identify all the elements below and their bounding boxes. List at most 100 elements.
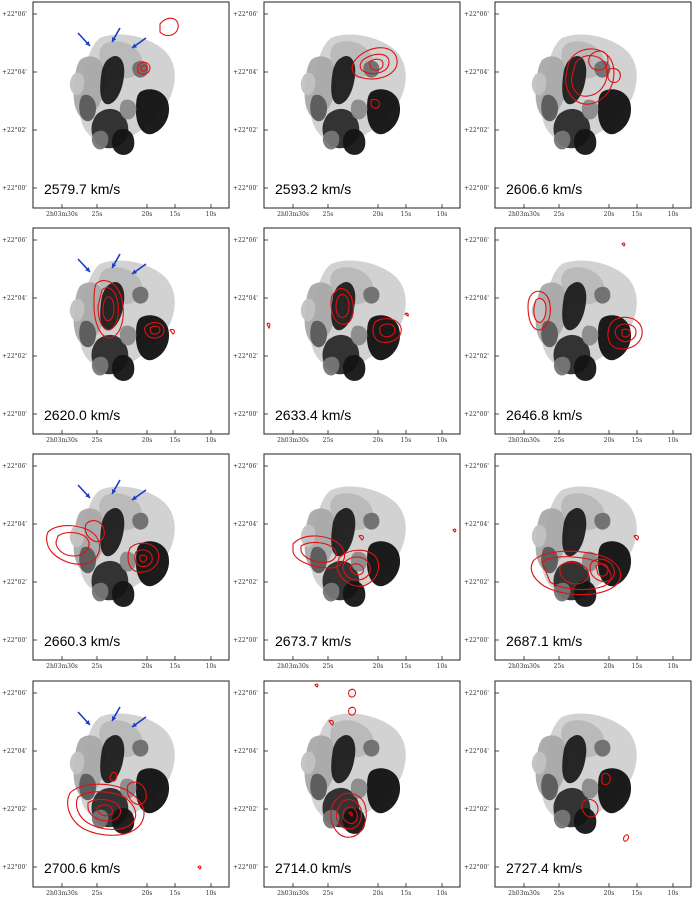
galaxy-region <box>573 128 597 155</box>
x-tick-label: 20s <box>373 437 384 444</box>
galaxy-region <box>69 72 85 96</box>
arrow-head <box>85 41 90 46</box>
galaxy-region <box>310 94 327 122</box>
y-tick-label: +22°02' <box>464 127 489 134</box>
channel-panel: +22°06' +22°04' +22°02' +22°00' 2h03m30s 25s 2… <box>462 452 693 678</box>
y-tick-label: +22°00' <box>233 637 258 644</box>
contour-line <box>96 804 113 817</box>
galaxy-region <box>91 582 109 602</box>
galaxy-region <box>322 130 340 150</box>
galaxy-region <box>581 325 599 346</box>
x-tick-label: 25s <box>554 437 565 444</box>
galaxy-region <box>100 508 125 557</box>
contour-line <box>330 287 354 325</box>
velocity-contours <box>351 47 398 109</box>
contour-line <box>589 558 615 583</box>
channel-panel: +22°06' +22°04' +22°02' +22°00' 2h03m30s 25s 2… <box>231 452 462 678</box>
galaxy-region <box>100 56 125 105</box>
contour-line <box>55 531 90 557</box>
y-tick-label: +22°06' <box>233 690 258 697</box>
channel-panel: +22°06' +22°04' +22°02' +22°00' 2h03m30s 25s 2… <box>462 226 693 452</box>
x-tick-label: 2h03m30s <box>277 437 309 444</box>
y-tick-label: +22°02' <box>464 353 489 360</box>
contour-line <box>541 556 612 591</box>
contour-line <box>348 688 357 698</box>
x-tick-label: 15s <box>401 211 412 218</box>
y-tick-label: +22°04' <box>464 748 489 755</box>
contour-line <box>102 296 115 322</box>
channel-map: +22°06' +22°04' +22°02' +22°00' 2h03m30s 25s 2… <box>233 1 461 218</box>
contour-line <box>349 563 364 576</box>
y-tick-label: +22°00' <box>2 411 27 418</box>
galaxy-region <box>531 298 547 322</box>
contour-line <box>571 55 608 97</box>
galaxy-region <box>300 751 316 775</box>
galaxy-region <box>119 325 137 346</box>
contour-line <box>97 287 119 331</box>
contour-line <box>330 792 367 838</box>
galaxy-region <box>342 354 366 381</box>
y-tick-label: +22°04' <box>464 69 489 76</box>
y-tick-label: +22°00' <box>2 637 27 644</box>
contour-line <box>197 865 202 870</box>
x-tick-label: 15s <box>632 663 643 670</box>
channel-panel: +22°06' +22°04' +22°02' +22°00' 2h03m30s 25s 2… <box>231 679 462 905</box>
arrow-head <box>132 722 137 727</box>
contour-line <box>359 53 390 75</box>
galaxy-region <box>100 282 125 331</box>
x-tick-label: 25s <box>554 890 565 897</box>
x-tick-label: 2h03m30s <box>277 890 309 897</box>
x-tick-label: 25s <box>323 890 334 897</box>
velocity-label: 2579.7 km/s <box>44 181 120 197</box>
x-tick-label: 2h03m30s <box>508 211 540 218</box>
velocity-label: 2700.6 km/s <box>44 860 120 876</box>
x-tick-label: 25s <box>323 663 334 670</box>
velocity-label: 2620.0 km/s <box>44 407 120 423</box>
velocity-contours <box>45 520 160 573</box>
velocity-contours <box>93 280 175 339</box>
galaxy-region <box>350 99 368 120</box>
galaxy-region <box>350 778 368 799</box>
x-tick-label: 10s <box>437 211 448 218</box>
galaxy-region <box>331 735 356 784</box>
x-tick-label: 15s <box>170 663 181 670</box>
contour-line <box>622 834 630 842</box>
galaxy-region <box>119 99 137 120</box>
y-tick-label: +22°02' <box>233 579 258 586</box>
galaxy-region <box>111 128 135 155</box>
y-tick-label: +22°02' <box>233 127 258 134</box>
contour-line <box>348 811 353 818</box>
contour-line <box>159 17 179 37</box>
velocity-label: 2687.1 km/s <box>506 633 582 649</box>
galaxy-region <box>562 508 587 557</box>
x-tick-label: 15s <box>632 890 643 897</box>
channel-panel: +22°06' +22°04' +22°02' +22°00' 2h03m30s 25s 2… <box>231 226 462 452</box>
y-tick-label: +22°02' <box>233 353 258 360</box>
y-tick-label: +22°04' <box>2 69 27 76</box>
y-tick-label: +22°00' <box>464 185 489 192</box>
contour-line <box>404 312 409 317</box>
channel-panel: +22°06' +22°04' +22°02' +22°00' 2h03m30s 25s 2… <box>462 0 693 226</box>
channel-map: +22°06' +22°04' +22°02' +22°00' 2h03m30s 25s 2… <box>464 680 692 897</box>
x-tick-label: 10s <box>206 211 217 218</box>
x-tick-label: 10s <box>668 211 679 218</box>
y-tick-label: +22°02' <box>233 806 258 813</box>
contour-line <box>140 64 148 72</box>
galaxy-region <box>541 546 558 574</box>
x-tick-label: 25s <box>92 211 103 218</box>
y-tick-label: +22°06' <box>464 690 489 697</box>
galaxy-region <box>79 773 96 801</box>
velocity-label: 2606.6 km/s <box>506 181 582 197</box>
contour-line <box>300 541 337 563</box>
contour-line <box>335 293 350 319</box>
galaxy-region <box>111 580 135 607</box>
x-tick-label: 2h03m30s <box>508 663 540 670</box>
x-tick-label: 20s <box>604 663 615 670</box>
x-tick-label: 20s <box>604 211 615 218</box>
contour-line <box>144 321 165 339</box>
contour-line <box>169 328 175 335</box>
feature-arrows <box>77 706 147 728</box>
x-tick-label: 10s <box>437 437 448 444</box>
velocity-contours <box>292 528 457 587</box>
channel-map: +22°06' +22°04' +22°02' +22°00' 2h03m30s 25s 2… <box>2 453 230 670</box>
